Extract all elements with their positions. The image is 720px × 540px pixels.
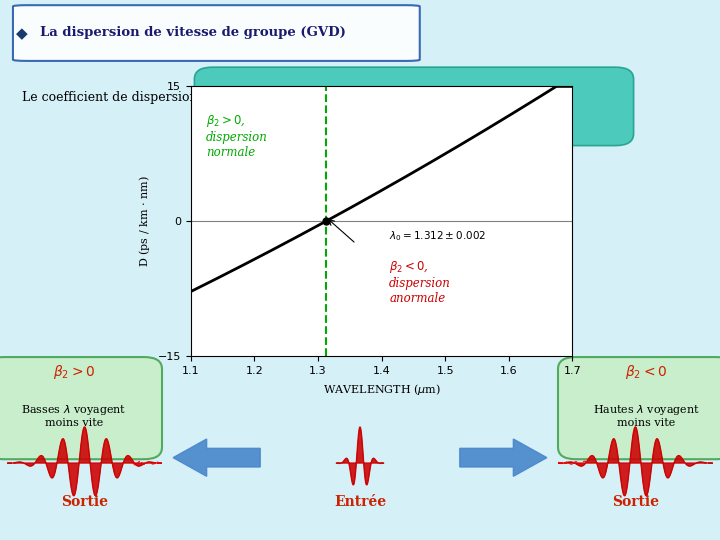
Text: Hautes $\lambda$ voyagent
moins vite: Hautes $\lambda$ voyagent moins vite bbox=[593, 403, 700, 428]
Text: Le coefficient de dispersion:: Le coefficient de dispersion: bbox=[22, 91, 201, 104]
FancyBboxPatch shape bbox=[13, 5, 420, 61]
Text: $\beta_2>0$: $\beta_2>0$ bbox=[53, 363, 95, 381]
Text: Sortie: Sortie bbox=[612, 495, 659, 509]
Text: ◆: ◆ bbox=[16, 26, 27, 41]
FancyBboxPatch shape bbox=[194, 67, 634, 146]
FancyBboxPatch shape bbox=[558, 357, 720, 459]
Text: $\beta_2<0$,
dispersion
anormale: $\beta_2<0$, dispersion anormale bbox=[390, 259, 451, 305]
FancyArrow shape bbox=[173, 439, 260, 476]
Text: $\beta_2>0$,
dispersion
normale: $\beta_2>0$, dispersion normale bbox=[206, 113, 268, 159]
FancyBboxPatch shape bbox=[0, 357, 162, 459]
FancyArrow shape bbox=[460, 439, 547, 476]
Text: Basses $\lambda$ voyagent
moins vite: Basses $\lambda$ voyagent moins vite bbox=[22, 403, 127, 428]
Text: La dispersion de vitesse de groupe (GVD): La dispersion de vitesse de groupe (GVD) bbox=[40, 26, 346, 39]
Text: $D(\lambda) = \dfrac{-2\pi c}{\lambda^2} \beta_2 \quad (\mathrm{ps/nm \cdot km}): $D(\lambda) = \dfrac{-2\pi c}{\lambda^2}… bbox=[318, 91, 510, 120]
Text: $\lambda_0 = 1.312 \pm 0.002$: $\lambda_0 = 1.312 \pm 0.002$ bbox=[390, 230, 487, 244]
Text: Entrée: Entrée bbox=[334, 495, 386, 509]
X-axis label: WAVELENGTH ($\mu$m): WAVELENGTH ($\mu$m) bbox=[323, 382, 441, 397]
Y-axis label: D (ps / km $\cdot$ nm): D (ps / km $\cdot$ nm) bbox=[137, 176, 152, 267]
Text: Sortie: Sortie bbox=[61, 495, 108, 509]
Text: $\beta_2<0$: $\beta_2<0$ bbox=[626, 363, 667, 381]
